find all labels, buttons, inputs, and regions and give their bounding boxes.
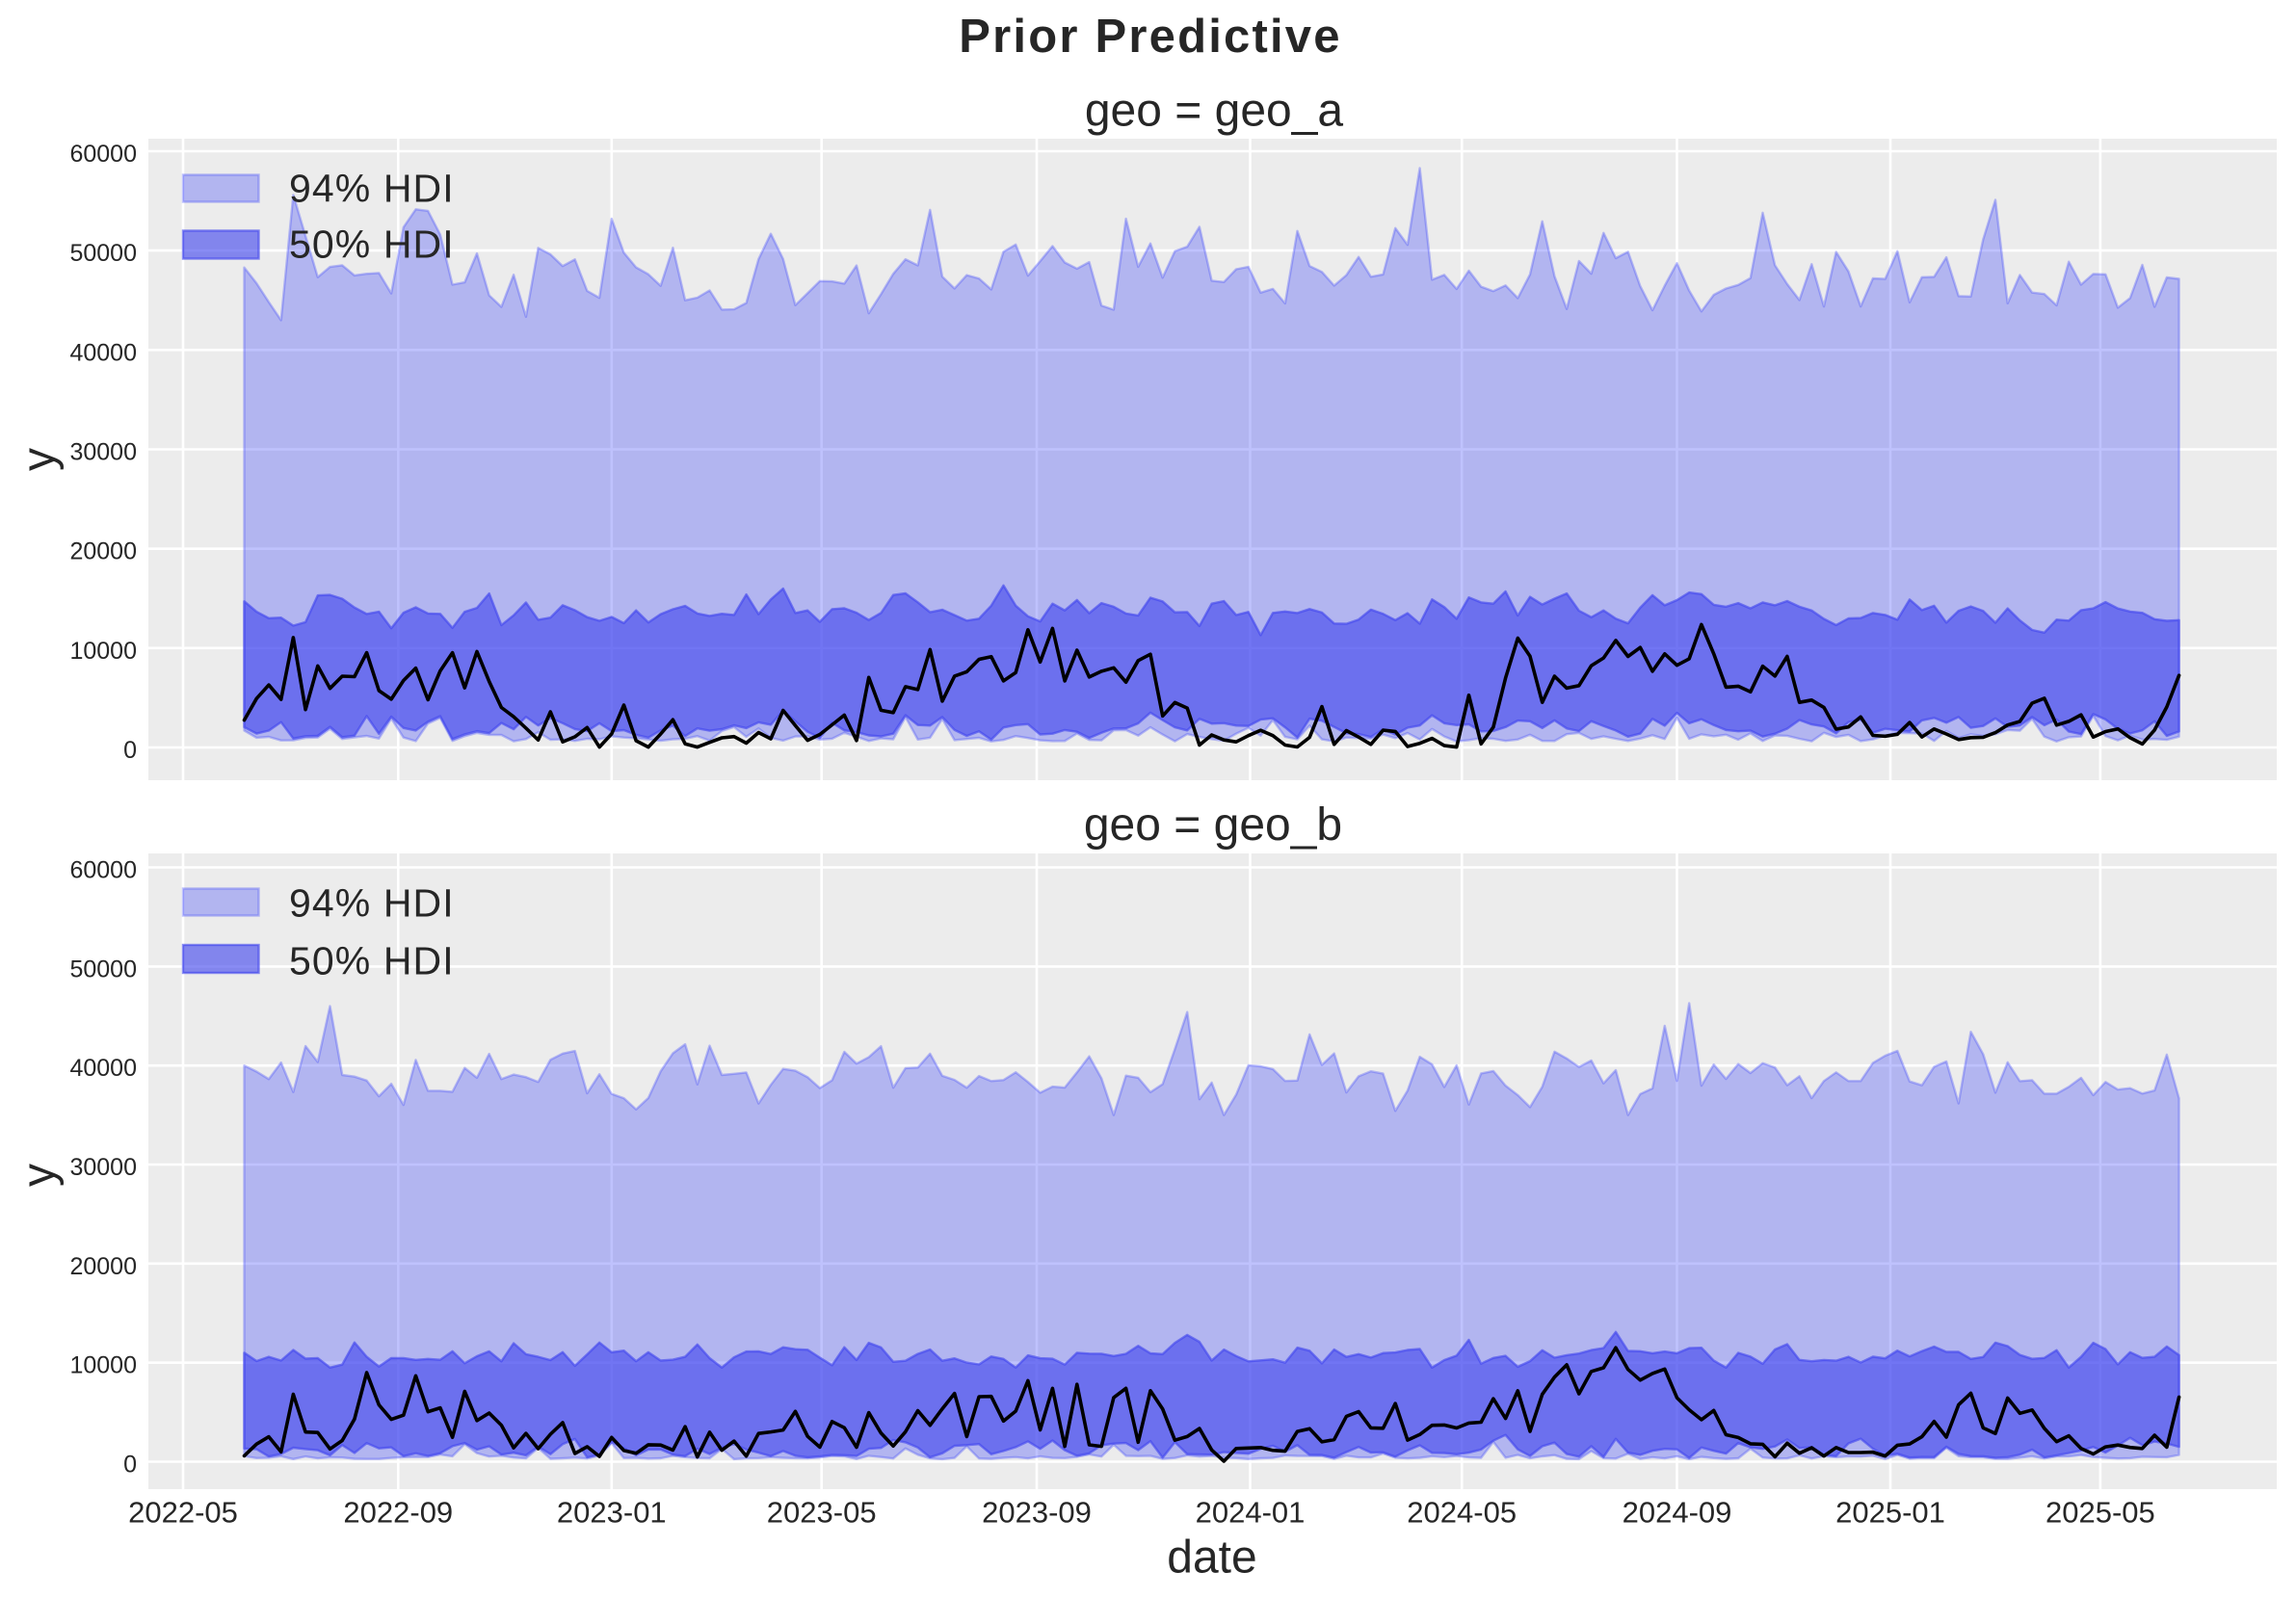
svg-text:2025-01: 2025-01 (1835, 1496, 1945, 1530)
svg-text:date: date (1167, 1533, 1256, 1584)
svg-text:2024-01: 2024-01 (1196, 1496, 1306, 1530)
svg-text:2023-05: 2023-05 (767, 1496, 877, 1530)
svg-text:geo = geo_b: geo = geo_b (1084, 799, 1342, 851)
svg-text:94% HDI: 94% HDI (289, 166, 455, 210)
svg-text:30000: 30000 (69, 439, 137, 466)
svg-text:2023-09: 2023-09 (982, 1496, 1092, 1530)
svg-text:geo = geo_a: geo = geo_a (1085, 86, 1344, 137)
svg-text:40000: 40000 (69, 339, 137, 366)
svg-text:y: y (13, 448, 65, 471)
svg-text:50000: 50000 (69, 240, 137, 267)
svg-text:94% HDI: 94% HDI (289, 880, 455, 925)
svg-text:20000: 20000 (69, 1253, 137, 1280)
svg-text:50% HDI: 50% HDI (289, 939, 455, 983)
svg-text:2022-09: 2022-09 (343, 1496, 453, 1530)
svg-text:20000: 20000 (69, 538, 137, 565)
svg-text:y: y (13, 1164, 65, 1187)
svg-text:40000: 40000 (69, 1055, 137, 1082)
svg-text:0: 0 (123, 737, 137, 764)
svg-text:60000: 60000 (69, 857, 137, 884)
svg-text:Prior Predictive: Prior Predictive (959, 11, 1341, 63)
svg-text:10000: 10000 (69, 1352, 137, 1379)
svg-text:2022-05: 2022-05 (128, 1496, 238, 1530)
svg-text:30000: 30000 (69, 1154, 137, 1181)
svg-text:2024-05: 2024-05 (1407, 1496, 1517, 1530)
svg-text:60000: 60000 (69, 141, 137, 168)
svg-text:2023-01: 2023-01 (557, 1496, 667, 1530)
svg-text:10000: 10000 (69, 638, 137, 665)
svg-text:50% HDI: 50% HDI (289, 223, 455, 267)
svg-text:50000: 50000 (69, 956, 137, 982)
svg-text:2025-05: 2025-05 (2045, 1496, 2155, 1530)
svg-text:0: 0 (123, 1452, 137, 1479)
svg-text:2024-09: 2024-09 (1623, 1496, 1732, 1530)
